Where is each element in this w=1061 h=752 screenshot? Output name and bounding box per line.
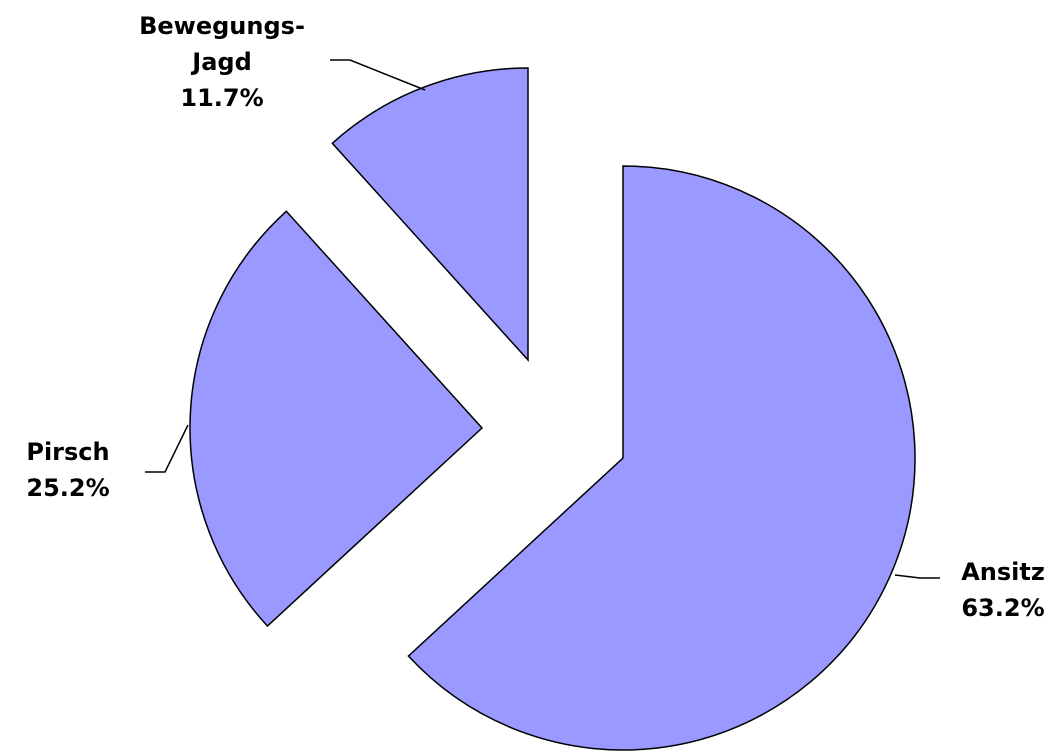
value-label: 25.2%	[26, 474, 110, 502]
leader-line	[145, 424, 189, 473]
pie-slice	[331, 67, 529, 362]
category-label: Ansitz	[961, 558, 1045, 586]
leader-line	[894, 574, 940, 579]
value-label: 63.2%	[961, 594, 1045, 622]
value-label: 11.7%	[180, 84, 264, 112]
slice-label: Pirsch 25.2%	[26, 434, 109, 506]
slice-label: Bewegungs- Jagd 11.7%	[139, 8, 305, 116]
leader-line	[330, 59, 426, 91]
pie-slice	[189, 210, 484, 628]
slice-label: Ansitz 63.2%	[961, 554, 1045, 626]
pie-slice	[407, 165, 916, 751]
category-label: Pirsch	[26, 438, 110, 466]
category-label: Bewegungs- Jagd	[139, 12, 305, 76]
